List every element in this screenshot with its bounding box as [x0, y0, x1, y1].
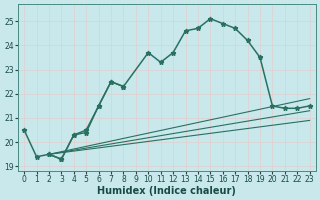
X-axis label: Humidex (Indice chaleur): Humidex (Indice chaleur)	[98, 186, 236, 196]
